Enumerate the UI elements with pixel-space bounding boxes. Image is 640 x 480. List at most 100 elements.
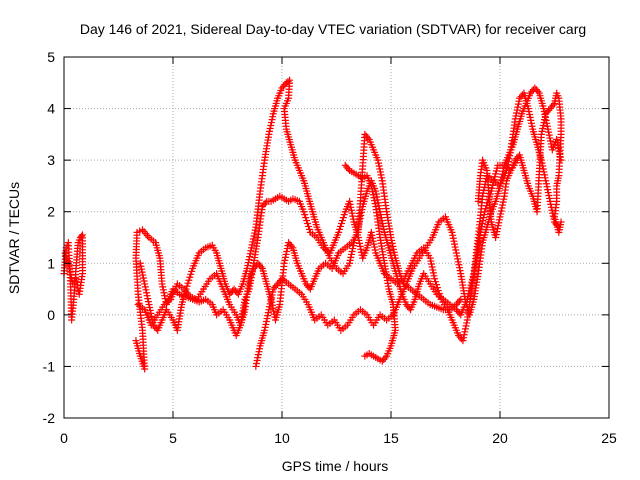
data-point	[66, 265, 74, 273]
data-point	[546, 197, 554, 205]
data-point	[389, 242, 397, 250]
series-trace-f	[341, 161, 399, 365]
data-point	[246, 253, 254, 261]
data-point	[65, 262, 73, 270]
data-point	[449, 231, 457, 239]
data-point	[256, 345, 264, 353]
data-point	[369, 237, 377, 245]
data-point	[243, 264, 251, 272]
data-point	[269, 288, 277, 296]
data-point	[257, 263, 265, 271]
data-point	[370, 194, 378, 202]
data-point	[349, 245, 357, 253]
data-point	[337, 220, 345, 228]
data-point	[248, 241, 256, 249]
data-point	[255, 348, 263, 356]
data-point	[268, 116, 276, 124]
data-point	[455, 297, 463, 305]
data-point	[367, 228, 375, 236]
data-point	[460, 334, 468, 342]
data-point	[160, 289, 168, 297]
data-point	[539, 124, 547, 132]
data-point	[375, 162, 383, 170]
data-point	[161, 292, 169, 300]
x-tick-label: 20	[492, 430, 508, 446]
data-point	[377, 214, 385, 222]
data-point	[377, 211, 385, 219]
data-point	[432, 281, 440, 289]
data-point	[453, 252, 461, 260]
data-point	[544, 125, 552, 133]
data-point	[252, 362, 260, 370]
data-point	[549, 101, 557, 109]
data-point	[282, 250, 290, 258]
data-point	[337, 222, 345, 230]
data-point	[336, 225, 344, 233]
x-tick-label: 5	[169, 430, 177, 446]
data-point	[262, 317, 270, 325]
data-point	[454, 255, 462, 263]
data-point	[500, 164, 508, 172]
data-point	[141, 280, 149, 288]
data-point	[378, 217, 386, 225]
data-point	[378, 174, 386, 182]
data-point	[261, 326, 269, 334]
data-point	[557, 218, 565, 226]
data-point	[137, 262, 145, 270]
data-point	[492, 234, 500, 241]
chart-title: Day 146 of 2021, Sidereal Day-to-day VTE…	[80, 21, 586, 37]
data-point	[388, 239, 396, 247]
data-point	[546, 134, 554, 142]
data-point	[544, 186, 552, 194]
data-point	[364, 134, 372, 142]
data-point	[139, 271, 147, 279]
data-point	[266, 300, 274, 308]
data-point	[379, 222, 387, 230]
data-point	[430, 272, 438, 280]
data-point	[391, 251, 399, 259]
data-point	[374, 156, 382, 164]
data-point	[304, 222, 312, 230]
data-point	[340, 211, 348, 219]
data-point	[303, 217, 311, 225]
data-point	[252, 359, 260, 367]
data-point	[499, 167, 507, 175]
data-point	[494, 222, 502, 230]
data-point	[542, 180, 550, 188]
y-axis-label: SDTVAR / TECUs	[6, 182, 22, 294]
data-point	[500, 195, 508, 203]
data-point	[146, 306, 154, 314]
data-point	[495, 219, 503, 227]
data-point	[356, 242, 364, 250]
data-point	[246, 250, 254, 258]
data-point	[67, 271, 75, 279]
data-point	[346, 200, 354, 208]
data-point	[247, 244, 255, 252]
data-point	[450, 237, 458, 245]
data-point	[429, 266, 437, 274]
data-point	[497, 207, 505, 215]
data-point	[185, 276, 193, 284]
data-point	[251, 226, 259, 234]
data-point	[372, 190, 380, 198]
data-point	[265, 130, 273, 138]
data-point	[264, 312, 272, 320]
data-point	[283, 245, 291, 253]
data-point	[347, 203, 355, 211]
data-point	[147, 309, 155, 317]
data-point	[287, 242, 295, 250]
data-point	[539, 122, 547, 130]
data-point	[428, 263, 436, 271]
data-point	[143, 292, 151, 300]
series-trace-e	[252, 84, 565, 370]
data-point	[543, 183, 551, 191]
data-point	[540, 119, 548, 127]
data-point	[186, 273, 194, 281]
data-point	[375, 159, 383, 167]
data-point	[534, 87, 542, 95]
data-point	[349, 215, 357, 223]
data-point	[498, 173, 506, 181]
data-point	[498, 204, 506, 212]
data-point	[369, 234, 377, 242]
